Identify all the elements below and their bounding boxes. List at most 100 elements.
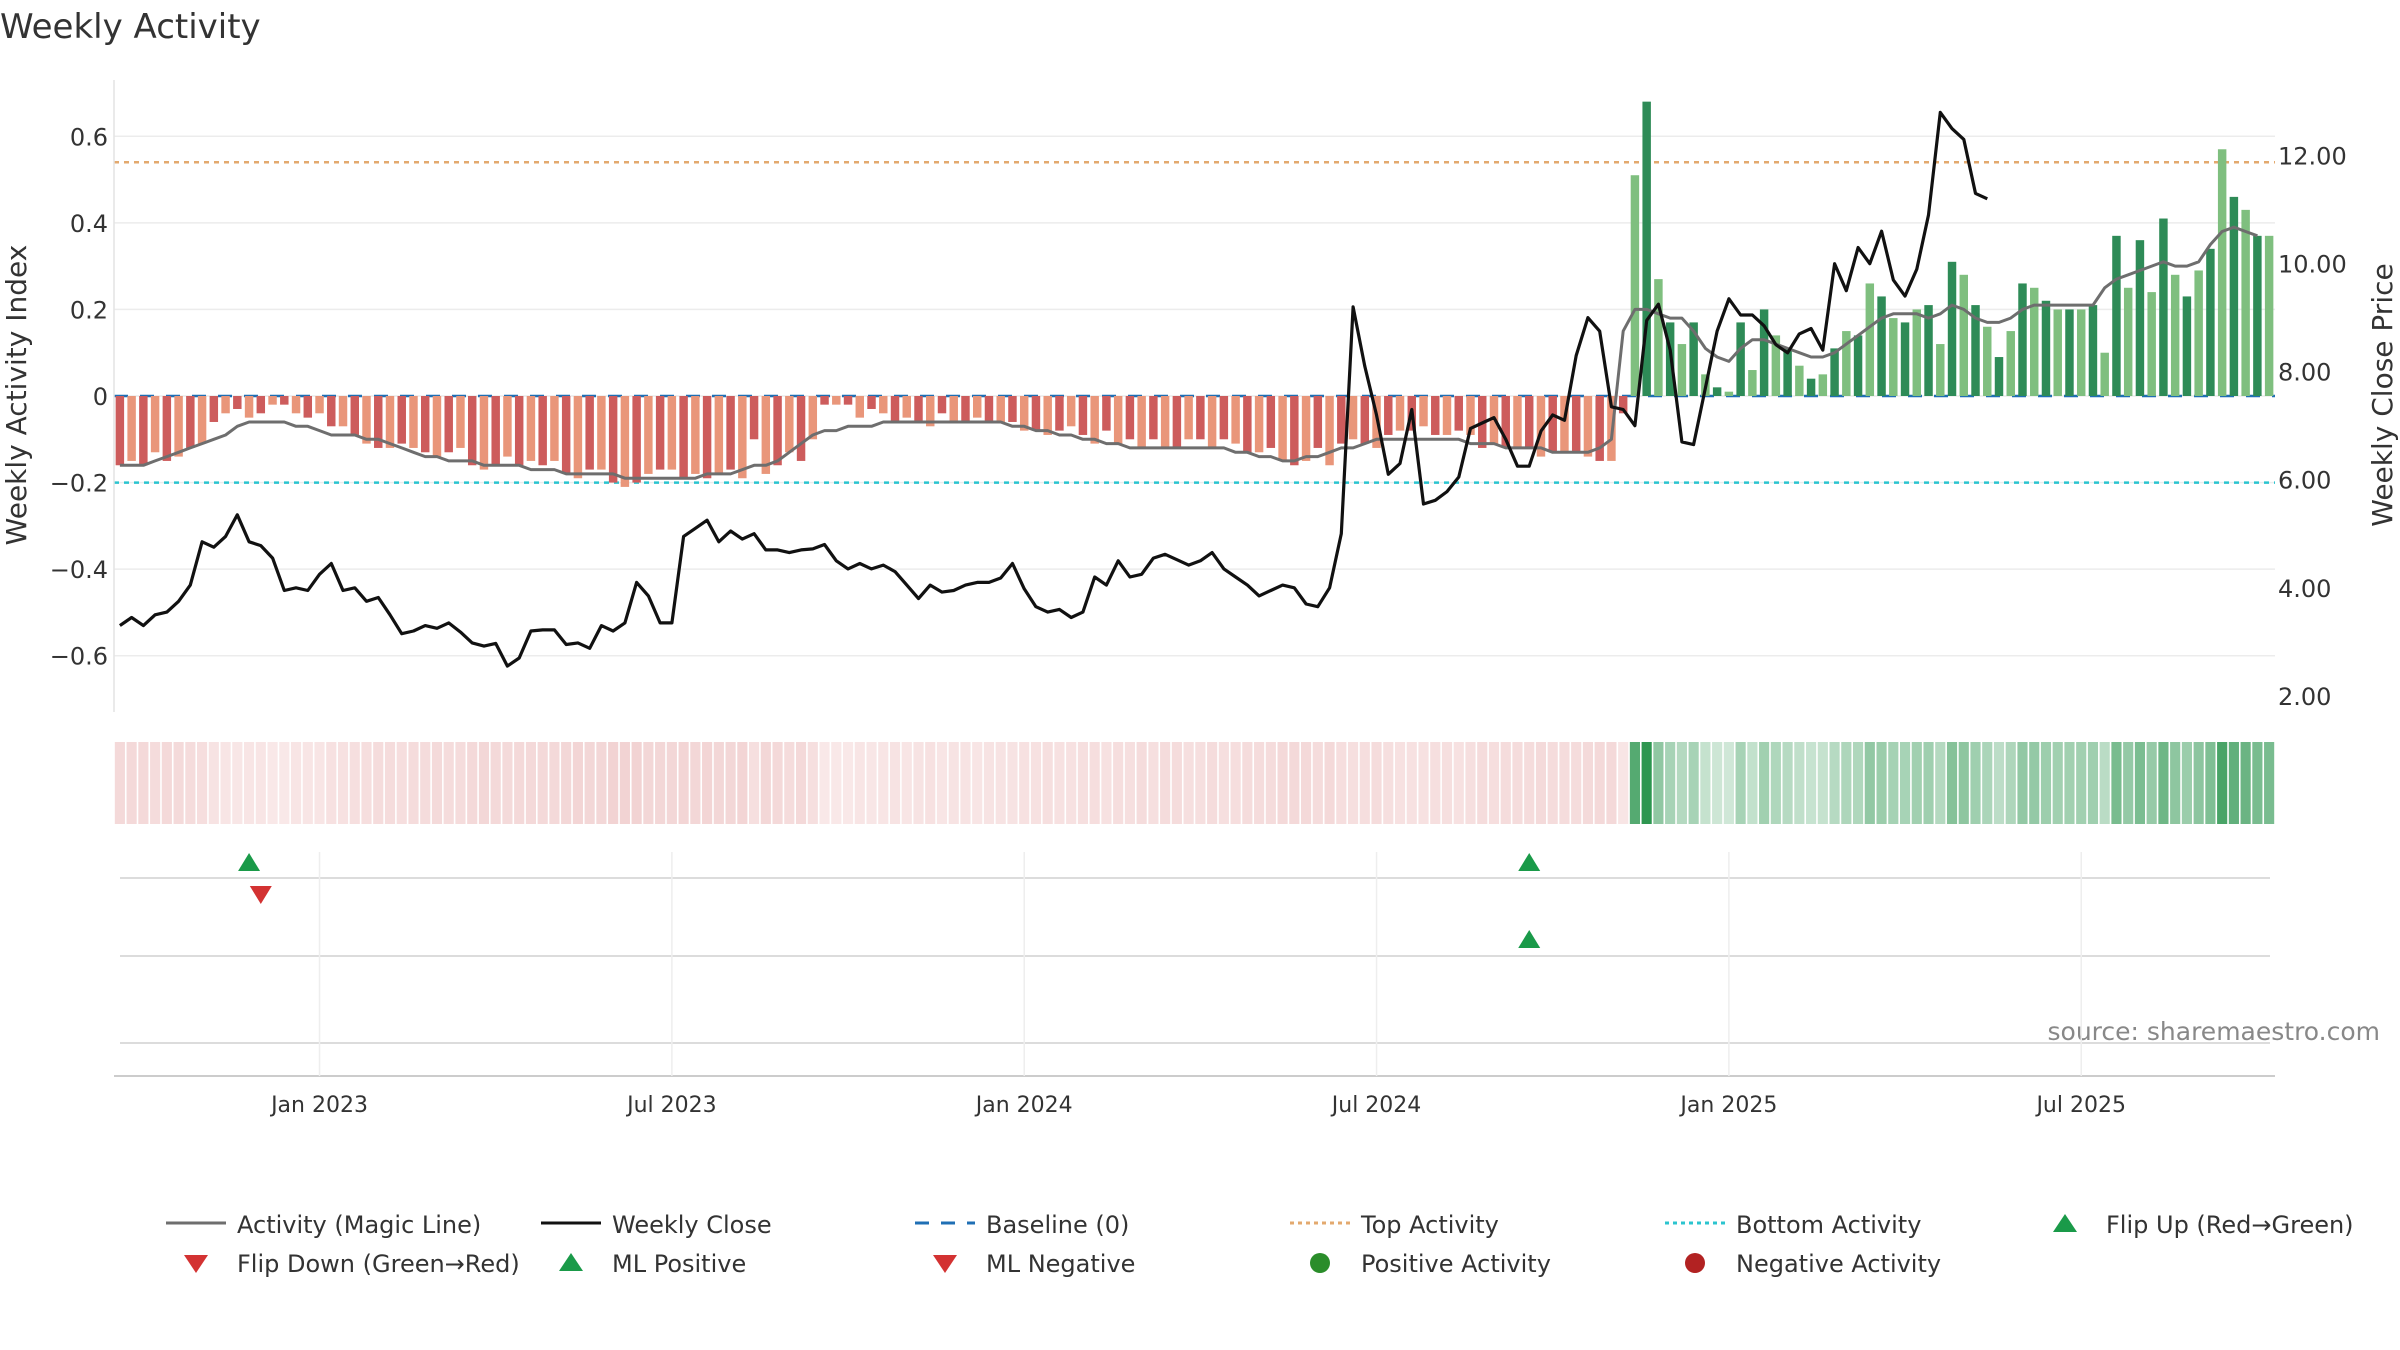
heat-cell (361, 742, 372, 824)
activity-bar (550, 396, 559, 461)
heat-cell (302, 742, 313, 824)
legend: Activity (Magic Line) Weekly Close Baselin… (166, 1211, 2354, 1278)
heat-cell (279, 742, 290, 824)
activity-bar (338, 396, 348, 427)
x-tick-label: Jul 2025 (2034, 1093, 2126, 1118)
heat-cell (1723, 742, 1734, 824)
activity-bar (1912, 309, 1922, 396)
activity-bar (1959, 274, 1968, 396)
activity-bar (2253, 235, 2262, 396)
heat-cell (1066, 742, 1077, 824)
heat-cell (1735, 742, 1746, 824)
heat-cell (995, 742, 1006, 824)
legend-item: Top Activity (1290, 1211, 1499, 1239)
activity-bar (362, 396, 371, 444)
activity-bar (1348, 396, 1358, 440)
activity-bar (632, 396, 641, 483)
heat-cell (1982, 742, 1993, 824)
activity-bar (1207, 396, 1217, 448)
flip-down-marker (249, 886, 272, 904)
activity-bar (1548, 396, 1557, 453)
heat-cell (1453, 742, 1464, 824)
activity-bar (597, 396, 606, 470)
heat-cell (490, 742, 501, 824)
heat-cell (878, 742, 889, 824)
chart-title: Weekly Activity (0, 7, 261, 47)
activity-bar (209, 396, 219, 422)
heat-cell (561, 742, 572, 824)
heat-cell (631, 742, 642, 824)
activity-bar (1160, 396, 1170, 448)
activity-bar (1783, 348, 1792, 396)
activity-bar (949, 396, 958, 422)
heat-cell (138, 742, 149, 824)
heat-cell (842, 742, 854, 824)
activity-bar (2194, 270, 2203, 396)
activity-bar (2170, 274, 2180, 396)
heat-cell (2076, 742, 2087, 824)
activity-bar (808, 396, 818, 440)
heat-cell (1089, 742, 1100, 824)
activity-bar (1618, 396, 1628, 414)
heat-cell (1359, 742, 1370, 824)
heat-cell (831, 742, 842, 824)
heat-cell (2240, 742, 2251, 824)
heat-cell (737, 742, 748, 824)
legend-item: ML Positive (559, 1250, 746, 1278)
activity-bar (1266, 396, 1276, 448)
heat-cell (1324, 742, 1335, 824)
heat-cell (2170, 742, 2181, 824)
activity-bar (1630, 175, 1640, 396)
activity-bar (1936, 344, 1945, 396)
activity-bar (2088, 305, 2098, 396)
activity-bar (644, 396, 653, 474)
heat-cell (1806, 742, 1817, 824)
heat-cell (2099, 742, 2110, 824)
heat-cell (384, 742, 396, 824)
activity-bar (432, 396, 442, 457)
heat-cell (983, 742, 995, 824)
heat-cell (1124, 742, 1135, 824)
heat-cell (1207, 742, 1218, 824)
y2-tick-label: 10.00 (2278, 251, 2347, 279)
activity-bar (820, 396, 829, 405)
activity-bar (1113, 396, 1123, 444)
flip-up-marker (238, 853, 261, 871)
legend-label: Weekly Close (612, 1211, 772, 1239)
activity-bar (1642, 101, 1651, 397)
activity-bar (1466, 396, 1475, 435)
activity-bar (702, 396, 712, 479)
y2-tick-label: 4.00 (2278, 575, 2331, 603)
activity-bar (409, 396, 418, 448)
heat-cell (431, 742, 443, 824)
y2-tick-label: 2.00 (2278, 683, 2331, 711)
activity-bar (2159, 218, 2168, 396)
heat-cell (819, 742, 830, 824)
y-axis-label: Weekly Activity Index (0, 245, 33, 546)
y-tick-label: −0.4 (50, 556, 108, 584)
heat-cell (1394, 742, 1406, 824)
heat-cell (2181, 742, 2192, 824)
heat-cell (1571, 742, 1582, 824)
activity-bar (115, 396, 125, 466)
heat-cell (549, 742, 560, 824)
activity-bar (2135, 240, 2145, 396)
activity-bar (620, 396, 630, 487)
activity-bar (280, 396, 289, 405)
activity-bar (315, 396, 324, 414)
heat-cell (1852, 742, 1864, 824)
heat-cell (1582, 742, 1594, 824)
heat-cell (161, 742, 172, 824)
heat-cell (1406, 742, 1417, 824)
activity-bar (1865, 283, 1875, 396)
activity-bar (961, 396, 970, 422)
heat-cell (220, 742, 231, 824)
activity-bar (1524, 396, 1534, 448)
activity-bar (2123, 287, 2133, 396)
activity-bar (1654, 279, 1663, 396)
y-tick-label: −0.6 (50, 643, 108, 671)
heat-cell (795, 742, 807, 824)
heat-cell (1876, 742, 1887, 824)
